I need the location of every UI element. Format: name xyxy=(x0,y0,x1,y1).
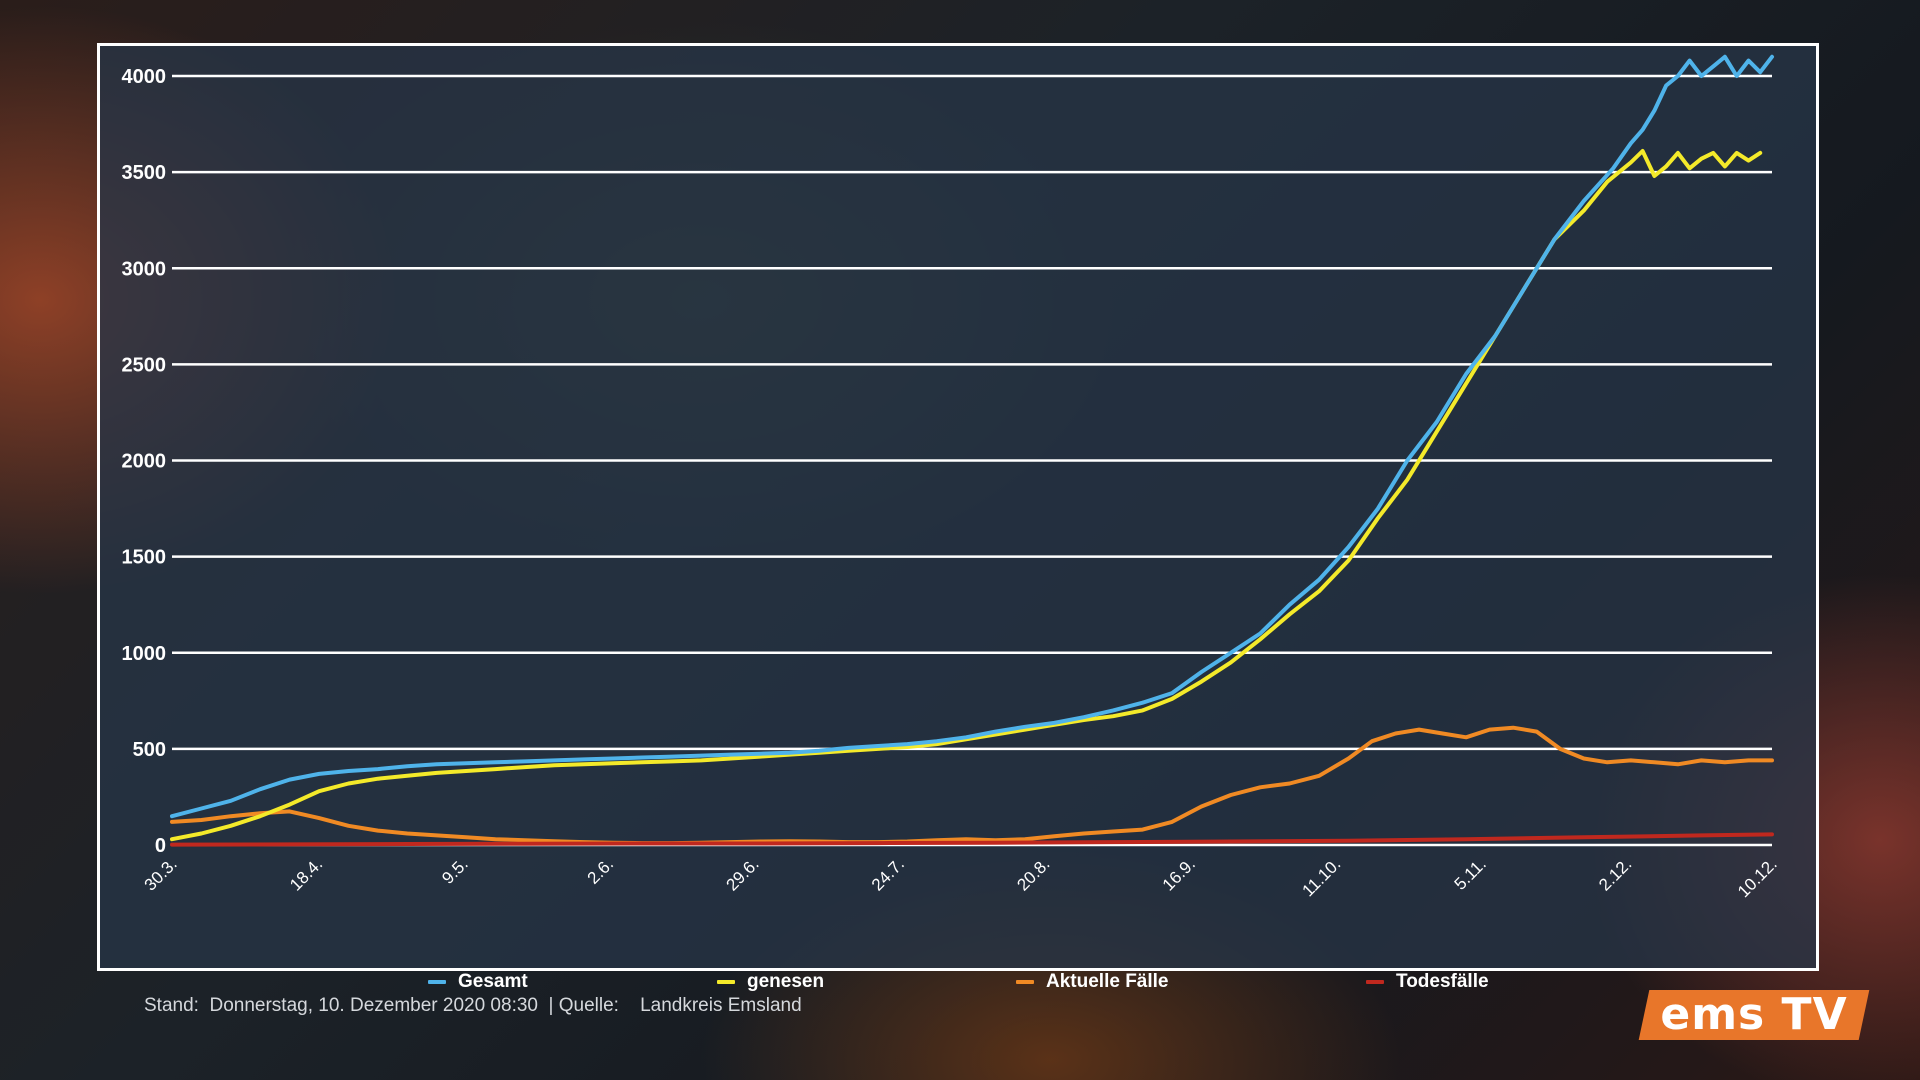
legend-label-aktuelle-faelle: Aktuelle Fälle xyxy=(1046,971,1169,992)
legend-item-gesamt: Gesamt xyxy=(428,971,528,993)
x-tick-label: 10.12. xyxy=(1734,854,1781,901)
x-tick-label: 29.6. xyxy=(722,854,762,894)
legend-label-todesfaelle: Todesfälle xyxy=(1396,971,1489,992)
y-tick-label: 0 xyxy=(155,835,166,857)
series-line-gesamt xyxy=(170,54,1774,819)
y-tick-label: 1500 xyxy=(122,547,167,569)
series-line-aktuelle-f-lle xyxy=(170,725,1774,846)
x-tick-label: 9.5. xyxy=(438,854,471,887)
legend-swatch-gesamt xyxy=(428,980,446,984)
source-footer: Stand: Donnerstag, 10. Dezember 2020 08:… xyxy=(144,995,802,1016)
y-tick-label: 2000 xyxy=(122,451,167,473)
x-tick-label: 30.3. xyxy=(141,854,181,894)
chart-panel: 0 500 1000 1500 2000 2500 3000 3500 4000 30.3. 18.… xyxy=(97,43,1819,992)
y-tick-label: 3000 xyxy=(122,258,167,280)
x-tick-label: 16.9. xyxy=(1159,854,1199,894)
line-chart: 0 500 1000 1500 2000 2500 3000 3500 4000 30.3. 18.… xyxy=(122,54,1781,901)
y-tick-label: 1000 xyxy=(122,643,167,665)
y-tick-label: 500 xyxy=(133,739,166,761)
legend-swatch-todesfaelle xyxy=(1366,980,1384,984)
x-tick-label: 5.11. xyxy=(1451,854,1490,893)
series-line-genesen xyxy=(170,149,1763,842)
legend-item-aktuelle-faelle: Aktuelle Fälle xyxy=(1016,971,1169,993)
legend-label-gesamt: Gesamt xyxy=(458,971,528,992)
legend-item-genesen: genesen xyxy=(717,971,824,993)
legend-label-genesen: genesen xyxy=(747,971,825,992)
x-tick-label: 2.12. xyxy=(1595,854,1635,894)
series-line-todesf-lle xyxy=(170,832,1774,847)
x-tick-label: 24.7. xyxy=(868,854,908,894)
legend-swatch-genesen xyxy=(717,980,735,984)
y-tick-label: 2500 xyxy=(122,354,167,376)
y-tick-label: 3500 xyxy=(122,162,167,184)
x-tick-label: 18.4. xyxy=(286,854,326,894)
legend-item-todesfaelle: Todesfälle xyxy=(1366,971,1489,993)
x-tick-label: 11.10. xyxy=(1298,854,1344,900)
x-tick-label: 2.6. xyxy=(584,854,617,887)
y-tick-label: 4000 xyxy=(122,66,167,88)
ems-tv-logo: ems TV xyxy=(1660,988,1848,1040)
legend-swatch-aktuelle-faelle xyxy=(1016,980,1034,984)
x-tick-label: 20.8. xyxy=(1013,854,1053,894)
